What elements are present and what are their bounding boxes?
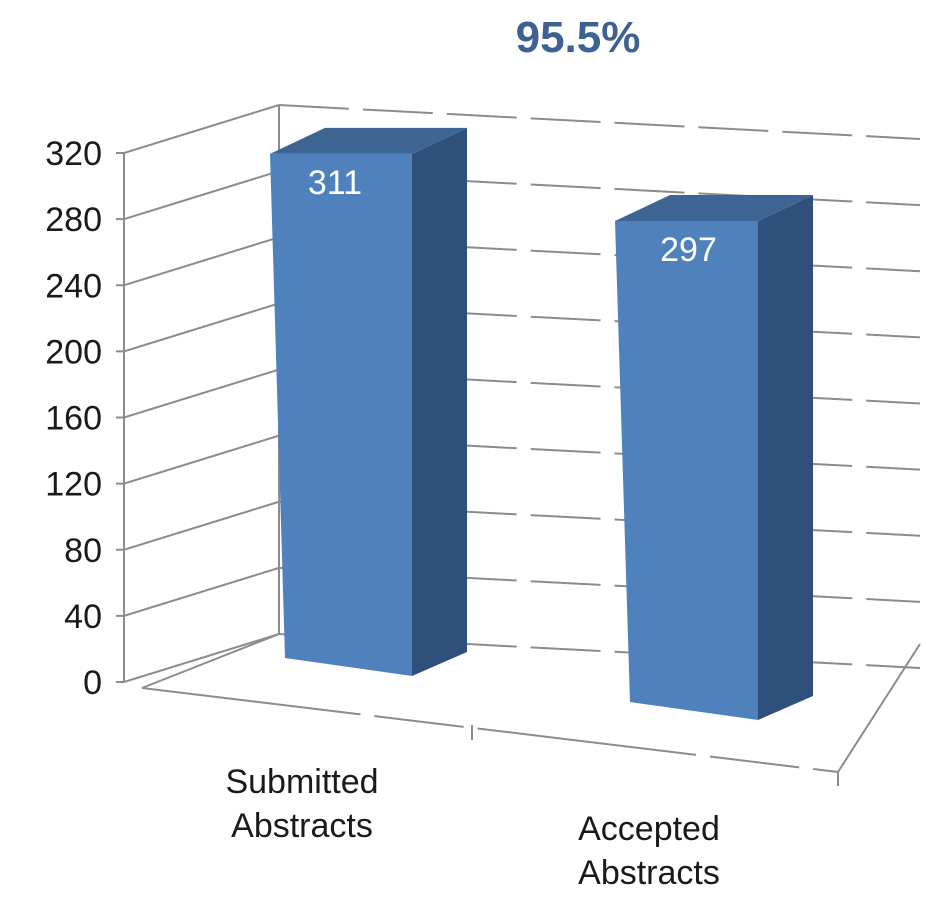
x-axis-line xyxy=(141,687,839,773)
chart-title: 95.5% xyxy=(516,13,641,62)
gridline xyxy=(116,104,921,154)
y-tick-label: 0 xyxy=(83,664,102,702)
floor-right-edge xyxy=(837,643,921,773)
chart-floor xyxy=(141,633,921,786)
bar-side xyxy=(758,195,813,721)
bars: 311 297 xyxy=(270,127,813,721)
y-tick-label: 80 xyxy=(64,532,102,570)
y-tick-label: 40 xyxy=(64,598,102,636)
bar-side xyxy=(412,127,467,677)
bar: 311 xyxy=(270,127,467,677)
bar: 297 xyxy=(615,195,813,721)
x-category-label: Accepted Abstracts xyxy=(578,810,720,892)
y-tick-label: 200 xyxy=(45,333,102,371)
bar-top xyxy=(270,127,467,154)
x-axis-category-labels: Submitted Abstracts Accepted Abstracts xyxy=(225,763,719,892)
bar-front xyxy=(270,153,412,677)
bar-data-label: 297 xyxy=(660,231,717,269)
y-tick-label: 320 xyxy=(45,135,102,173)
y-tick-label: 240 xyxy=(45,267,102,305)
y-axis-tick-labels: 0 40 80 120 160 200 240 280 320 xyxy=(45,135,102,702)
y-tick-label: 160 xyxy=(45,400,102,438)
x-category-label: Submitted Abstracts xyxy=(225,763,378,845)
y-tick-label: 120 xyxy=(45,466,102,504)
bar-data-label: 311 xyxy=(308,164,362,202)
bar-front xyxy=(615,221,758,720)
floor-left-edge xyxy=(141,633,280,689)
bar-top xyxy=(615,195,813,222)
y-tick-label: 280 xyxy=(45,201,102,239)
